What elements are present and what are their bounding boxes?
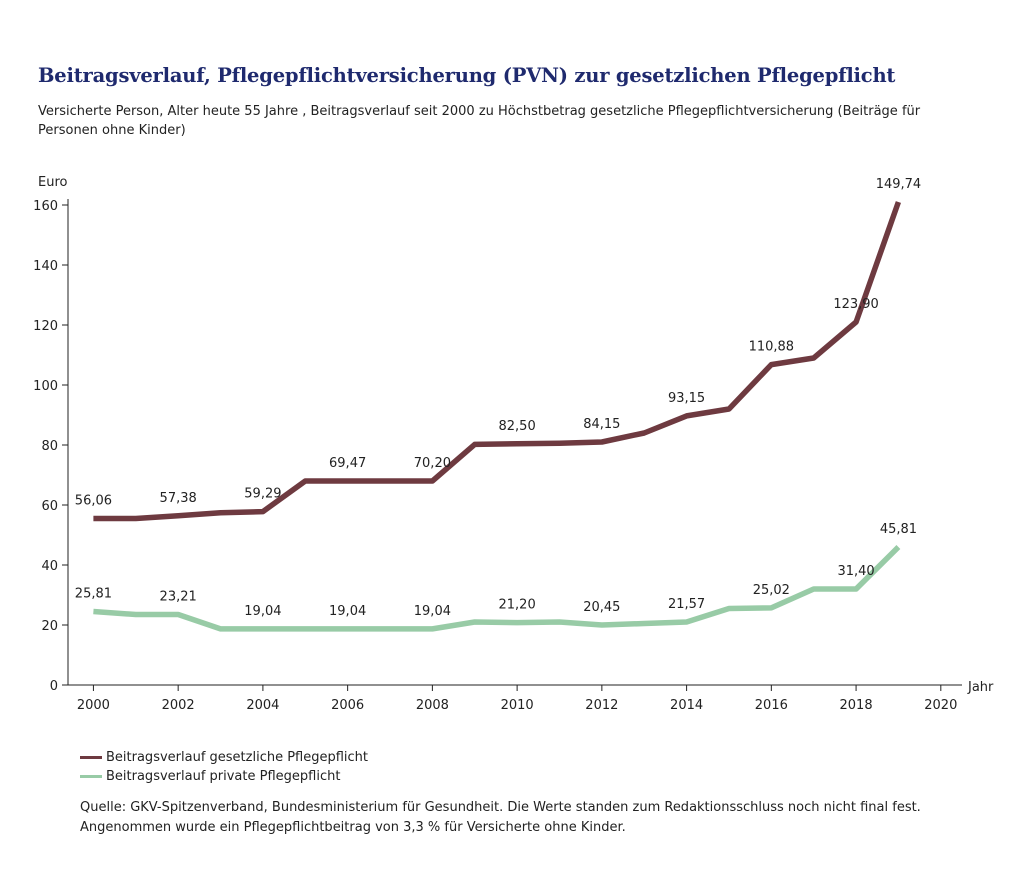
data-label: 21,20 [499, 598, 536, 613]
data-label: 21,57 [668, 597, 705, 612]
data-label: 57,38 [160, 491, 197, 506]
x-tick-label: 2006 [331, 698, 364, 713]
x-tick-label: 2020 [924, 698, 957, 713]
data-label: 45,81 [880, 522, 917, 537]
x-tick-label: 2014 [670, 698, 703, 713]
y-tick-label: 80 [41, 439, 58, 454]
chart-series [93, 201, 901, 632]
x-tick-label: 2018 [840, 698, 873, 713]
x-tick-label: 2000 [77, 698, 110, 713]
chart-data-labels: 56,06 57,38 59,29 69,47 70,20 82,50 84,15 93,15… [75, 177, 921, 619]
chart-subtitle: Versicherte Person, Alter heute 55 Jahre… [38, 104, 921, 138]
x-tick-label: 2012 [585, 698, 618, 713]
chart-title: Beitragsverlauf, Pflegepflichtversicheru… [38, 64, 896, 87]
y-tick-label: 100 [33, 379, 58, 394]
data-label: 56,06 [75, 494, 112, 509]
legend-item-gesetzlich: Beitragsverlauf gesetzliche Pflegepflich… [80, 748, 368, 767]
data-label: 82,50 [499, 419, 536, 434]
data-label: 31,40 [837, 564, 874, 579]
y-tick-label: 120 [33, 319, 58, 334]
data-label: 25,02 [753, 583, 790, 598]
data-label: 70,20 [414, 456, 451, 471]
y-tick-label: 40 [41, 559, 58, 574]
data-label: 20,45 [583, 600, 620, 615]
y-tick-label: 160 [33, 199, 58, 214]
source-note: Quelle: GKV-Spitzenverband, Bundesminist… [80, 800, 921, 835]
data-label: 59,29 [244, 487, 281, 502]
data-label: 149,74 [876, 177, 922, 192]
legend-label-privat: Beitragsverlauf private Pflegepflicht [106, 769, 341, 784]
legend-label-gesetzlich: Beitragsverlauf gesetzliche Pflegepflich… [106, 750, 369, 765]
legend-item-privat: Beitragsverlauf private Pflegepflicht [80, 767, 368, 786]
data-label: 93,15 [668, 391, 705, 406]
chart-legend: Beitragsverlauf gesetzliche Pflegepflich… [80, 748, 368, 786]
legend-swatch-gesetzlich [80, 756, 102, 759]
y-tick-label: 60 [41, 499, 58, 514]
data-label: 25,81 [75, 587, 112, 602]
data-label: 23,21 [160, 590, 197, 605]
series-line-privat [93, 545, 901, 632]
x-tick-label: 2002 [162, 698, 195, 713]
y-tick-label: 20 [41, 619, 58, 634]
data-label: 19,04 [244, 604, 281, 619]
line-chart: 0 20 40 60 80 100 120 140 160 2000 2002 2004 2006 200… [33, 175, 994, 713]
y-tick-label: 140 [33, 259, 58, 274]
data-label: 19,04 [329, 604, 366, 619]
y-tick-label: 0 [50, 679, 58, 694]
x-tick-label: 2008 [416, 698, 449, 713]
y-axis-title: Euro [38, 175, 68, 190]
data-label: 19,04 [414, 604, 451, 619]
data-label: 84,15 [583, 417, 620, 432]
series-line-gesetzlich [93, 201, 901, 522]
x-tick-label: 2010 [501, 698, 534, 713]
data-label: 123,90 [833, 297, 879, 312]
x-tick-label: 2004 [246, 698, 279, 713]
chart-axes: 0 20 40 60 80 100 120 140 160 2000 2002 2004 2006 200… [33, 175, 994, 713]
x-axis-title: Jahr [967, 680, 994, 695]
data-label: 110,88 [749, 340, 795, 355]
x-tick-label: 2016 [755, 698, 788, 713]
data-label: 69,47 [329, 456, 366, 471]
legend-swatch-privat [80, 775, 102, 778]
